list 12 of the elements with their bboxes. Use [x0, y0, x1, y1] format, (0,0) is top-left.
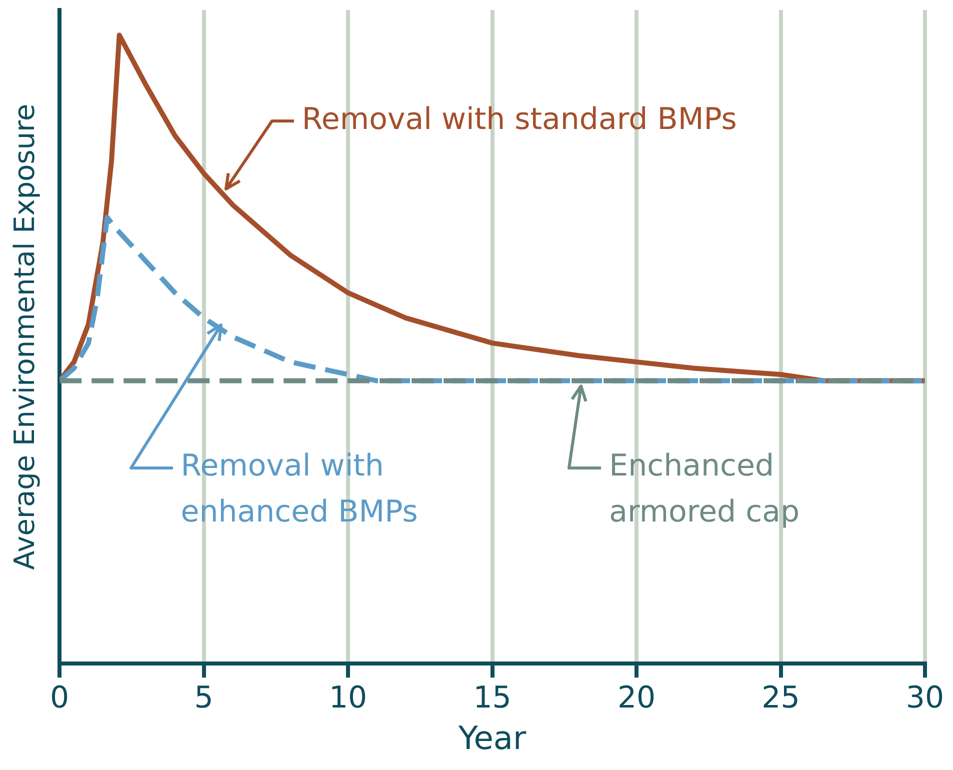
x-tick-label: 10 — [328, 680, 368, 716]
y-axis-title: Average Environmental Exposure — [8, 104, 42, 570]
x-tick-label: 25 — [762, 680, 800, 716]
x-axis-title: Year — [457, 719, 528, 758]
x-tick-label: 0 — [50, 680, 70, 716]
x-tick-label: 15 — [473, 680, 512, 716]
x-tick-label: 5 — [194, 680, 214, 716]
x-tick-label: 30 — [906, 680, 944, 716]
text: Removal with enhanced BMPs — [180, 448, 418, 530]
text: Removal with standard BMPs — [302, 102, 737, 137]
x-tick-label: 20 — [617, 680, 656, 716]
text: Enchanced armored cap — [609, 448, 800, 530]
